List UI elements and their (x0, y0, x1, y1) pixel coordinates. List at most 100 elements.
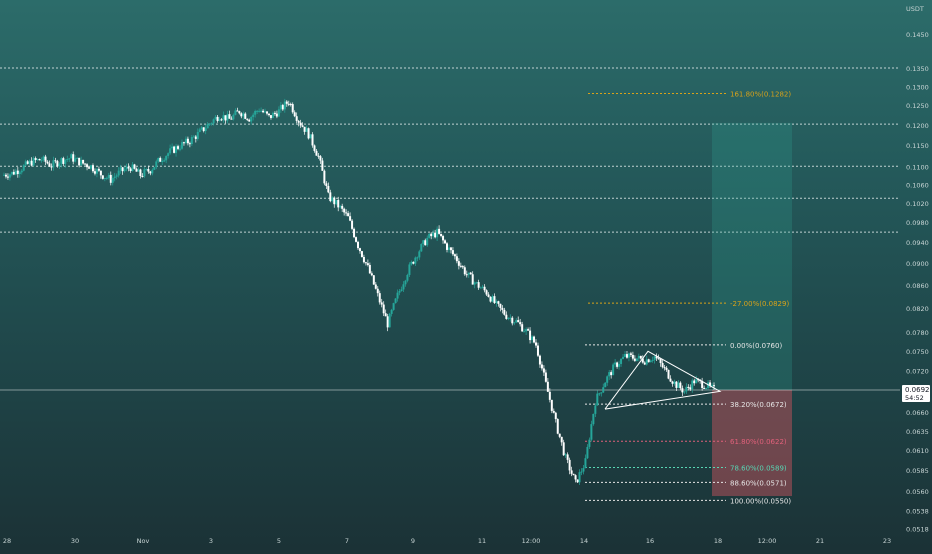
candle-body (625, 354, 628, 358)
y-tick-label: 0.1300 (906, 83, 929, 91)
candle-body (137, 169, 140, 172)
candle-body (262, 110, 265, 113)
candle-body (80, 159, 83, 166)
candle-body (309, 134, 312, 139)
candle-body (487, 294, 490, 297)
candle-body (590, 424, 593, 440)
candle-body (149, 171, 152, 174)
candle-body (477, 282, 480, 288)
candle-body (196, 131, 199, 139)
candle-body (535, 342, 537, 346)
candle-body (598, 393, 601, 395)
candle-body (54, 160, 57, 162)
candle-body (404, 280, 407, 285)
candle-body (186, 138, 189, 144)
candle-body (208, 123, 211, 125)
candle-body (368, 264, 371, 274)
candle-body (14, 170, 17, 175)
candle-body (412, 261, 415, 264)
candle-body (165, 156, 168, 161)
candle-body (248, 119, 251, 122)
candle-body (558, 433, 561, 437)
x-tick-label: 3 (209, 537, 213, 545)
candle-body (188, 143, 191, 145)
candle-body (465, 274, 468, 276)
candle-body (703, 387, 706, 389)
candle-body (353, 228, 356, 238)
candle-body (627, 353, 630, 358)
candle-body (220, 119, 223, 121)
candle-body (289, 103, 292, 105)
candle-body (357, 241, 359, 249)
candle-body (155, 161, 158, 168)
candle-body (620, 358, 623, 364)
candle-body (475, 282, 478, 284)
candle-body (669, 378, 672, 382)
candle-body (105, 177, 108, 179)
candle-body (264, 111, 267, 113)
candle-body (68, 158, 71, 160)
candle-body (317, 155, 320, 157)
candle-body (206, 124, 209, 129)
candle-body (111, 177, 114, 183)
candle-body (529, 330, 532, 341)
candle-body (709, 382, 712, 386)
candle-body (260, 110, 263, 112)
candle-body (491, 296, 494, 302)
candle-body (161, 161, 164, 163)
candle-body (103, 177, 106, 179)
candle-body (637, 355, 640, 359)
candle-body (38, 159, 41, 161)
fib-level-label: 78.60%(0.0589) (730, 464, 787, 472)
candle-body (331, 197, 334, 202)
candle-body (218, 119, 221, 121)
candle-body (523, 331, 526, 333)
candle-body (382, 304, 385, 314)
y-tick-label: 0.0820 (906, 305, 929, 313)
candle-body (321, 160, 324, 171)
candle-body (568, 459, 571, 471)
candle-body (84, 163, 87, 165)
candle-body (713, 385, 715, 387)
candle-body (495, 301, 498, 303)
candle-body (533, 336, 536, 343)
candle-body (509, 317, 512, 319)
candle-body (275, 113, 278, 117)
candle-body (548, 391, 551, 400)
candle-body (18, 172, 21, 175)
candle-body (633, 358, 636, 361)
candle-body (414, 257, 417, 264)
candle-body (446, 243, 448, 250)
fib-level-label: 88.60%(0.0571) (730, 479, 787, 487)
y-tick-label: 0.0940 (906, 239, 929, 247)
candle-body (576, 479, 579, 483)
candle-body (384, 313, 387, 317)
candle-body (442, 236, 445, 241)
candle-body (301, 125, 304, 127)
candle-body (236, 110, 239, 112)
candle-body (4, 174, 7, 177)
y-tick-label: 0.0980 (906, 219, 929, 227)
candle-body (420, 243, 423, 252)
candle-body (519, 322, 522, 325)
fib-level-label: 38.20%(0.0672) (730, 401, 787, 409)
y-tick-label: 0.0900 (906, 260, 929, 268)
candle-body (269, 115, 272, 118)
y-tick-label: 0.0660 (906, 409, 929, 417)
candle-body (125, 166, 128, 170)
candle-body (238, 111, 241, 114)
candle-body (527, 329, 530, 331)
candle-body (135, 168, 138, 172)
candle-body (351, 220, 354, 229)
candle-body (16, 170, 19, 175)
candle-body (315, 150, 318, 156)
current-price-tag (902, 384, 930, 402)
candle-body (216, 116, 219, 121)
candle-body (271, 112, 274, 118)
candle-body (402, 284, 405, 290)
candle-body (503, 309, 506, 315)
candle-body (426, 237, 429, 246)
current-price-value: 0.0692 (905, 386, 930, 394)
x-tick-label: 30 (71, 537, 79, 545)
